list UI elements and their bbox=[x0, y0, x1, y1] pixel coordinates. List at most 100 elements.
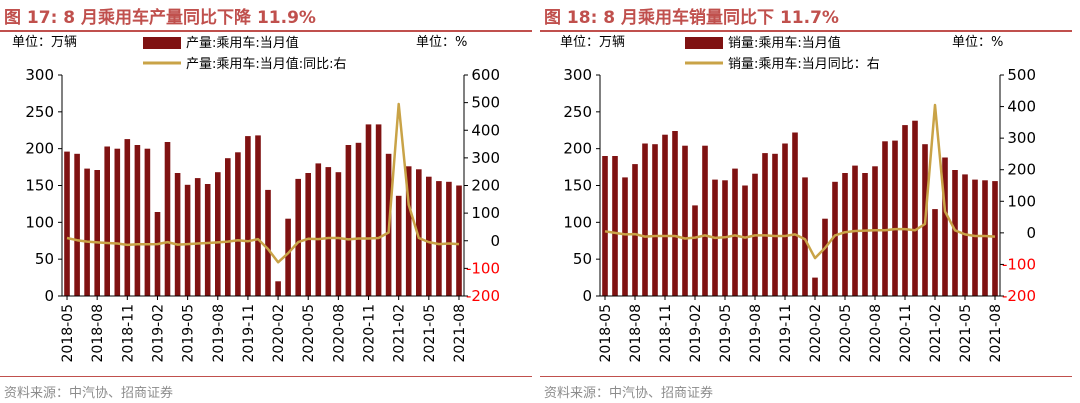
bar-2020-09 bbox=[882, 141, 888, 296]
bar-2021-03 bbox=[405, 166, 412, 296]
left-unit-label: 单位：万辆 bbox=[12, 35, 77, 50]
chart-title: 图 17: 8 月乘用车产量同比下降 11.9% bbox=[4, 8, 316, 28]
x-tick-label: 2018-08 bbox=[90, 304, 106, 363]
y-left-tick-label: 150 bbox=[25, 177, 54, 195]
x-tick-label: 2018-11 bbox=[120, 304, 136, 363]
bar-2019-05 bbox=[184, 184, 191, 296]
x-tick-label: 2018-05 bbox=[598, 304, 614, 363]
legend-bar-label: 产量:乘用车:当月值 bbox=[186, 35, 299, 51]
bar-2019-08 bbox=[215, 172, 221, 296]
y-left-tick-label: 250 bbox=[563, 103, 592, 121]
x-tick-label: 2020-02 bbox=[271, 304, 287, 363]
source-divider bbox=[0, 376, 532, 377]
y-right-tick-label: 100 bbox=[1007, 192, 1036, 210]
bar-2021-05 bbox=[426, 176, 432, 296]
bar-2020-05 bbox=[305, 173, 311, 296]
y-left-tick-label: 0 bbox=[582, 287, 592, 305]
y-right-tick-label: -100 bbox=[1002, 255, 1036, 273]
x-tick-label: 2021-08 bbox=[452, 304, 468, 363]
yoy-line bbox=[66, 102, 460, 264]
bar-2020-06 bbox=[315, 163, 322, 296]
bar-2020-07 bbox=[862, 173, 868, 296]
bar-2018-09 bbox=[104, 146, 110, 296]
title-divider bbox=[0, 30, 532, 32]
y-left-tick-label: 300 bbox=[563, 66, 592, 84]
bar-2020-03 bbox=[285, 218, 291, 296]
bar-2019-06 bbox=[732, 168, 738, 296]
x-tick-label: 2019-02 bbox=[688, 304, 704, 363]
x-tick-label: 2021-05 bbox=[958, 304, 974, 363]
bar-2019-02 bbox=[154, 212, 161, 296]
bar-2019-04 bbox=[174, 173, 181, 296]
legend-bar-swatch bbox=[143, 37, 181, 49]
y-left-tick-label: 250 bbox=[25, 103, 54, 121]
y-right-tick-label: 400 bbox=[471, 121, 500, 139]
bar-2020-03 bbox=[822, 218, 828, 296]
y-left-tick-label: 0 bbox=[44, 287, 54, 305]
bar-2018-10 bbox=[652, 144, 658, 296]
bar-2018-06 bbox=[612, 156, 618, 296]
bar-2020-02 bbox=[275, 281, 281, 296]
chart-title: 图 18: 8 月乘用车销量同比下 11.7% bbox=[544, 8, 839, 28]
y-right-tick-label: 0 bbox=[490, 232, 500, 250]
right-unit-label: 单位：% bbox=[416, 35, 467, 50]
bar-2020-04 bbox=[832, 181, 838, 296]
source-note: 资料来源：中汽协、招商证券 bbox=[544, 386, 714, 401]
bar-2021-04 bbox=[416, 169, 422, 296]
x-tick-label: 2019-11 bbox=[241, 304, 257, 363]
y-right-tick-label: 600 bbox=[471, 66, 500, 84]
y-right-tick-label: 0 bbox=[1026, 224, 1036, 242]
x-tick-label: 2020-08 bbox=[331, 304, 347, 363]
y-right-tick-label: 100 bbox=[471, 204, 500, 222]
bar-2021-02 bbox=[932, 209, 938, 296]
bar-2020-10 bbox=[355, 142, 362, 296]
bar-2019-03 bbox=[702, 145, 708, 296]
legend-bar-label: 销量:乘用车:当月值 bbox=[728, 35, 841, 51]
y-left-tick-label: 50 bbox=[35, 250, 54, 268]
bar-2019-07 bbox=[204, 184, 211, 296]
x-tick-label: 2021-08 bbox=[988, 304, 1004, 363]
bar-2019-12 bbox=[792, 132, 798, 296]
x-tick-label: 2019-11 bbox=[778, 304, 794, 363]
bar-2020-01 bbox=[802, 177, 808, 296]
bar-2018-09 bbox=[642, 143, 648, 296]
y-left-tick-label: 200 bbox=[563, 140, 592, 158]
bar-2018-06 bbox=[74, 153, 80, 296]
y-right-tick-label: 200 bbox=[471, 177, 500, 195]
x-tick-label: 2019-05 bbox=[718, 304, 734, 363]
bar-2020-01 bbox=[265, 189, 271, 296]
legend-bar-swatch bbox=[685, 37, 723, 49]
bar-2018-07 bbox=[622, 177, 628, 296]
bar-2021-06 bbox=[436, 181, 442, 296]
x-tick-label: 2018-11 bbox=[658, 304, 674, 363]
bar-2021-03 bbox=[942, 157, 948, 296]
y-right-tick-label: -200 bbox=[466, 287, 500, 305]
y-right-tick-label: -200 bbox=[1002, 287, 1036, 305]
bar-2018-12 bbox=[134, 145, 141, 296]
x-tick-label: 2020-05 bbox=[838, 304, 854, 363]
x-tick-label: 2020-05 bbox=[301, 304, 317, 363]
y-right-tick-label: 300 bbox=[471, 149, 500, 167]
y-right-tick-label: 500 bbox=[471, 94, 500, 112]
bar-2021-06 bbox=[972, 179, 978, 296]
x-tick-label: 2019-08 bbox=[748, 304, 764, 363]
bar-2018-11 bbox=[124, 139, 131, 296]
bar-2020-08 bbox=[335, 172, 342, 296]
chart-panel-production: 图 17: 8 月乘用车产量同比下降 11.9% 单位：万辆 单位：% 产量:乘… bbox=[0, 8, 532, 401]
bar-2020-07 bbox=[325, 167, 332, 296]
left-unit-label: 单位：万辆 bbox=[560, 35, 625, 50]
y-left-tick-label: 150 bbox=[563, 177, 592, 195]
bar-2019-01 bbox=[682, 145, 688, 296]
bar-2019-07 bbox=[742, 185, 748, 296]
bar-2019-03 bbox=[164, 142, 171, 296]
bar-2021-07 bbox=[982, 180, 988, 296]
bar-2019-01 bbox=[144, 148, 151, 296]
bar-2019-06 bbox=[194, 178, 201, 296]
chart-panel-sales: 图 18: 8 月乘用车销量同比下 11.7% 单位：万辆 单位：% 销量:乘用… bbox=[540, 0, 1080, 403]
bar-2019-10 bbox=[235, 152, 241, 296]
x-tick-label: 2018-08 bbox=[628, 304, 644, 363]
bar-2019-12 bbox=[255, 135, 261, 296]
yoy-line bbox=[604, 103, 996, 260]
y-left-tick-label: 300 bbox=[25, 66, 54, 84]
bar-2020-04 bbox=[295, 178, 301, 296]
